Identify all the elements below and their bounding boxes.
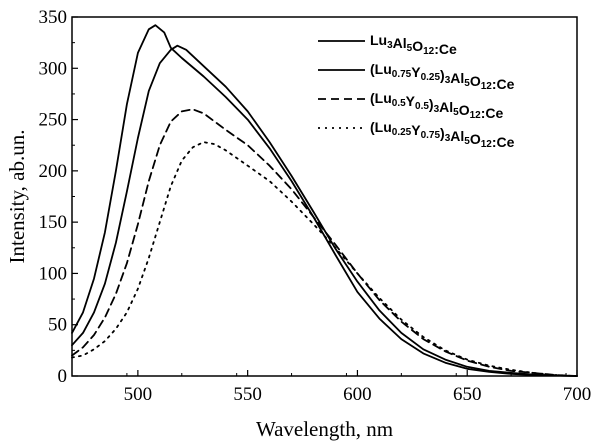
y-tick-label: 100	[39, 263, 68, 284]
x-tick-label: 700	[563, 384, 592, 405]
y-tick-label: 250	[39, 110, 68, 131]
series-line-1	[71, 24, 578, 377]
series-line-4	[71, 141, 578, 377]
y-tick-label: 150	[39, 212, 68, 233]
y-tick-label: 350	[39, 7, 68, 28]
legend: Lu3Al5O12:Ce(Lu0.75Y0.25)3Al5O12:Ce(Lu0.…	[318, 32, 515, 150]
y-tick-label: 0	[58, 366, 68, 387]
y-axis-label: Intensity, ab.un.	[5, 130, 29, 264]
legend-label-4: (Lu0.25Y0.75)3Al5O12:Ce	[370, 119, 515, 150]
y-tick-label: 200	[39, 161, 68, 182]
x-tick-label: 650	[453, 384, 482, 405]
plot-lines	[71, 24, 578, 377]
legend-label-3: (Lu0.5Y0.5)3Al5O12:Ce	[370, 90, 504, 121]
series-line-3	[71, 108, 578, 377]
legend-label-1: Lu3Al5O12:Ce	[370, 32, 457, 57]
y-tick-label: 300	[39, 58, 68, 79]
x-axis-label: Wavelength, nm	[256, 417, 393, 441]
legend-label-2: (Lu0.75Y0.25)3Al5O12:Ce	[370, 61, 515, 92]
x-tick-label: 550	[233, 384, 262, 405]
axes: 500 550 600 650 700 0 50 100 150 200 250 300 350	[39, 7, 592, 405]
y-tick-label: 50	[48, 315, 67, 336]
series-line-2	[71, 44, 578, 377]
x-tick-label: 600	[343, 384, 372, 405]
x-tick-label: 500	[124, 384, 153, 405]
